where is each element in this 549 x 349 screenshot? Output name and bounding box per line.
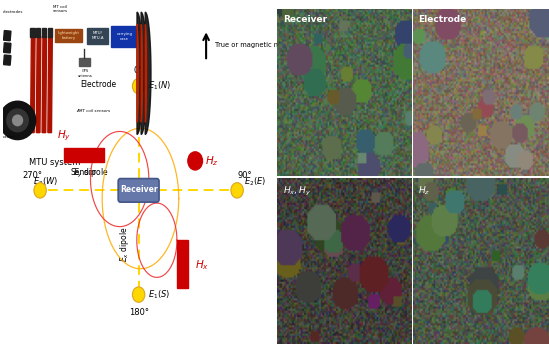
Circle shape: [0, 101, 36, 140]
Text: $H_{x}, H_y$: $H_{x}, H_y$: [283, 185, 311, 198]
Text: $H_y$: $H_y$: [57, 128, 71, 143]
Text: 90°: 90°: [238, 171, 253, 180]
Bar: [4, 31, 11, 41]
Polygon shape: [141, 12, 147, 134]
FancyBboxPatch shape: [118, 179, 159, 202]
Circle shape: [132, 287, 145, 302]
FancyArrow shape: [48, 37, 52, 133]
Text: $E_2(W)$: $E_2(W)$: [33, 175, 58, 187]
Circle shape: [188, 152, 203, 170]
Text: MTU system: MTU system: [29, 158, 80, 168]
FancyArrow shape: [36, 37, 41, 133]
Bar: [30, 28, 35, 37]
Text: 270°: 270°: [22, 171, 42, 180]
Text: electrodes: electrodes: [3, 10, 23, 14]
Text: Receiver: Receiver: [283, 15, 327, 24]
Circle shape: [231, 183, 243, 198]
Polygon shape: [137, 12, 143, 134]
Text: True or magnetic north: True or magnetic north: [215, 42, 292, 48]
Text: $E_1(N)$: $E_1(N)$: [148, 80, 171, 92]
Polygon shape: [145, 12, 151, 134]
Text: $E_y$ dipole: $E_y$ dipole: [74, 167, 109, 180]
Bar: [3, 43, 11, 53]
Text: lightweight
battery: lightweight battery: [58, 31, 80, 40]
Text: $H_z$: $H_z$: [418, 185, 430, 197]
Text: MTU/
MTU-A: MTU/ MTU-A: [91, 31, 104, 40]
Circle shape: [132, 79, 145, 94]
Text: carrying
case: carrying case: [116, 32, 133, 41]
Text: $E_x$ dipole: $E_x$ dipole: [117, 227, 131, 262]
Bar: [177, 240, 188, 288]
Bar: [55, 29, 82, 42]
Text: cables: cables: [3, 135, 15, 139]
Bar: [79, 58, 90, 66]
Text: $H_x$: $H_x$: [195, 258, 209, 272]
FancyArrow shape: [42, 37, 47, 133]
Text: 0°: 0°: [134, 66, 143, 75]
Text: Electrode: Electrode: [418, 15, 467, 24]
Polygon shape: [145, 24, 147, 122]
Text: $E_1(S)$: $E_1(S)$: [148, 288, 170, 301]
Polygon shape: [141, 24, 143, 122]
Text: $H_z$: $H_z$: [205, 154, 219, 168]
FancyArrow shape: [31, 37, 35, 133]
Bar: [64, 148, 104, 162]
Text: 180°: 180°: [128, 308, 149, 317]
Text: Electrode: Electrode: [80, 80, 116, 89]
Bar: [48, 28, 52, 37]
Text: MT coil
sensors: MT coil sensors: [53, 5, 68, 13]
Bar: [87, 28, 108, 44]
Bar: [42, 28, 46, 37]
Circle shape: [13, 115, 23, 126]
Text: GPS
antenna: GPS antenna: [78, 69, 92, 77]
Circle shape: [34, 183, 46, 198]
Text: Receiver: Receiver: [120, 185, 158, 194]
Bar: [3, 55, 11, 65]
Polygon shape: [137, 24, 138, 122]
Bar: [111, 26, 138, 47]
Text: $E_2(E)$: $E_2(E)$: [244, 175, 267, 187]
Circle shape: [7, 109, 29, 132]
Text: AMT coil sensors: AMT coil sensors: [76, 109, 110, 113]
Bar: [36, 28, 40, 37]
Text: Sensor: Sensor: [71, 168, 97, 177]
